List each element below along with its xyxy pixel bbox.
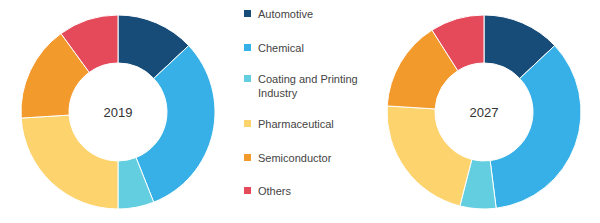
- slice: [387, 106, 472, 206]
- legend: Automotive Chemical Coating and PrintingIn…: [244, 8, 358, 197]
- slice: [490, 46, 581, 209]
- legend-label: Pharmaceutical: [258, 118, 334, 130]
- legend-swatch: [244, 44, 251, 51]
- legend-swatch: [244, 187, 251, 194]
- legend-label: Chemical: [258, 42, 304, 54]
- legend-swatch: [244, 154, 251, 161]
- center-title: 2019: [104, 105, 133, 120]
- legend-swatch: [244, 10, 251, 17]
- slice: [136, 46, 215, 203]
- slice: [118, 158, 154, 209]
- legend-swatch: [244, 75, 251, 82]
- slice: [21, 115, 118, 209]
- donut: 2019: [21, 15, 215, 209]
- legend-label: Coating and PrintingIndustry: [258, 73, 358, 99]
- chart: 2019 2027 Automotive Chemical Coating and Pr…: [0, 0, 600, 223]
- slice: [61, 15, 118, 72]
- legend-swatch: [244, 120, 251, 127]
- legend-label: Automotive: [258, 8, 313, 20]
- slice: [432, 15, 484, 71]
- legend-label: Others: [258, 185, 292, 197]
- donut: 2027: [387, 15, 581, 209]
- center-title: 2027: [470, 105, 499, 120]
- legend-label: Semiconductor: [258, 152, 332, 164]
